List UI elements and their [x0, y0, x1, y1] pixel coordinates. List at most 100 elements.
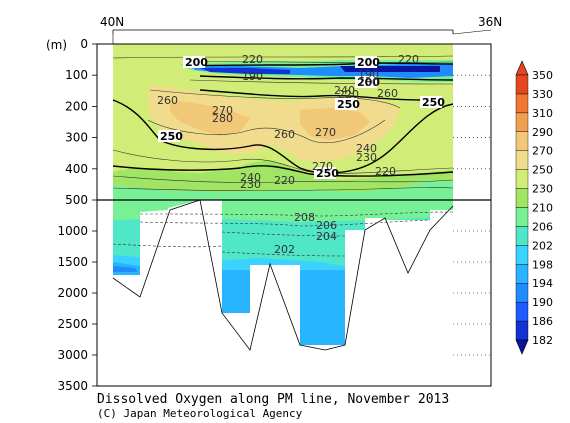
- contour-label-230-a: 230: [356, 151, 377, 164]
- contour-label-240-b: 240: [334, 84, 355, 97]
- contour-250: [199, 89, 421, 101]
- contour-dashed: [221, 251, 346, 257]
- contour-label-270-c: 270: [312, 160, 333, 173]
- contour-dashed: [139, 219, 431, 227]
- depth-tick-label: 3000: [57, 348, 88, 362]
- depth-tick-label: 500: [65, 193, 88, 207]
- colorbar-swatch: [515, 264, 529, 284]
- fill-290b: [300, 108, 370, 140]
- contour-label-220-b: 220: [398, 53, 419, 66]
- contour-label-206: 206: [316, 219, 337, 232]
- contour-label-230-b: 230: [240, 178, 261, 191]
- bathymetry-mask: [112, 199, 454, 386]
- label-bg: [355, 56, 377, 68]
- contour-minor: [149, 89, 401, 109]
- depth-tick-label: 1000: [57, 224, 88, 238]
- lat-connector-right: [452, 29, 492, 35]
- contour-label-240-c: 240: [240, 171, 261, 184]
- contour-label-250-b: 250: [422, 96, 445, 109]
- depth-axis-ticks: 0 100 200 300 400 500 1000 1500 2000 2500 3000 3500: [57, 37, 97, 393]
- colorbar-swatch: [515, 226, 529, 246]
- contour-dashed: [139, 211, 454, 217]
- colorbar-label: 202: [532, 239, 553, 252]
- label-bg: [355, 76, 377, 88]
- contour-label-260-a: 260: [157, 94, 178, 107]
- colorbar-swatch: [515, 301, 529, 322]
- contour-label-190-b: 190: [358, 68, 379, 81]
- colorbar-swatch: [515, 74, 529, 95]
- contour-label-200-a: 200: [185, 56, 208, 69]
- plot-frame: [96, 43, 492, 387]
- contour-label-260-c: 260: [274, 128, 295, 141]
- contour-label-220-e: 220: [338, 88, 359, 101]
- colorbar-swatch: [515, 207, 529, 227]
- depth-unit-label: (m): [46, 38, 67, 52]
- label-bg: [158, 130, 180, 142]
- colorbar-swatch: [515, 169, 529, 189]
- fill-290a: [170, 100, 250, 136]
- colorbar-swatch: [515, 283, 529, 303]
- top-axis: 40N 36N: [100, 15, 502, 44]
- contour-label-270-b: 270: [315, 126, 336, 139]
- contour-label-208: 208: [294, 211, 315, 224]
- colorbar-label: 194: [532, 277, 553, 290]
- contour-labels: 200 200 200 250 250 250 250 220 220 190 …: [157, 53, 445, 256]
- label-bg: [314, 167, 336, 179]
- depth-tick-label: 3500: [57, 379, 88, 393]
- contour-minor: [147, 119, 386, 144]
- colorbar-label: 330: [532, 88, 553, 101]
- colorbar-swatch: [515, 131, 529, 151]
- colorbar-label: 290: [532, 126, 553, 139]
- contour-label-204: 204: [316, 230, 337, 243]
- colorbar-label: 270: [532, 145, 553, 158]
- depth-tick-label: 2000: [57, 286, 88, 300]
- colorbar-label: 210: [532, 202, 553, 215]
- contour-label-230-c: 230: [358, 76, 379, 89]
- contour-label-200-b: 200: [357, 56, 380, 69]
- contour-200: [184, 62, 454, 67]
- fill-lower-194: [113, 266, 138, 272]
- fill-210-deep: [113, 180, 453, 200]
- contour-label-190-a: 190: [242, 70, 263, 83]
- colorbar-label: 250: [532, 164, 553, 177]
- chart-title: Dissolved Oxygen along PM line, November…: [97, 392, 449, 407]
- colorbar-label: 350: [532, 69, 553, 82]
- grid-lines: [453, 74, 491, 356]
- contour-label-202: 202: [274, 243, 295, 256]
- colorbar-bottom-extend: [515, 339, 529, 355]
- contour-label-220-d: 220: [274, 174, 295, 187]
- colorbar-label: 198: [532, 258, 553, 271]
- depth-tick-label: 200: [65, 99, 88, 113]
- contour-label-240-a: 240: [356, 142, 377, 155]
- colorbar-swatch: [515, 150, 529, 170]
- contour-dashed: [221, 231, 346, 237]
- label-bg: [335, 98, 357, 110]
- depth-tick-label: 400: [65, 162, 88, 176]
- contour-250: [112, 165, 454, 177]
- colorbar-label: 206: [532, 220, 553, 233]
- land-steps: [113, 200, 453, 386]
- colorbar-swatch: [515, 245, 529, 265]
- contour-label-280: 280: [212, 112, 233, 125]
- contour-minor: [184, 61, 454, 63]
- contour-dashed: [112, 243, 223, 248]
- depth-tick-label: 300: [65, 131, 88, 145]
- colorbar-swatch: [515, 188, 529, 208]
- contour-lines: [112, 55, 454, 257]
- contour-minor: [112, 175, 454, 183]
- depth-tick-label: 0: [80, 37, 88, 51]
- colorbar: 182 186 190 194 198 202 206 210 230 250 270 290 310 3…: [515, 60, 553, 355]
- contour-label-270-a: 270: [212, 104, 233, 117]
- colorbar-swatch: [515, 320, 529, 341]
- colorbar-top-extend: [515, 60, 529, 76]
- label-bg: [183, 56, 205, 68]
- contour-label-220-a: 220: [242, 53, 263, 66]
- contour-label-220-c: 220: [375, 165, 396, 178]
- contour-minor: [112, 187, 454, 192]
- lat-label-left: 40N: [100, 15, 124, 29]
- label-bg: [420, 96, 442, 108]
- contour-label-200-c: 200: [357, 76, 380, 89]
- contour-200: [199, 75, 454, 81]
- contour-label-260-b: 260: [377, 87, 398, 100]
